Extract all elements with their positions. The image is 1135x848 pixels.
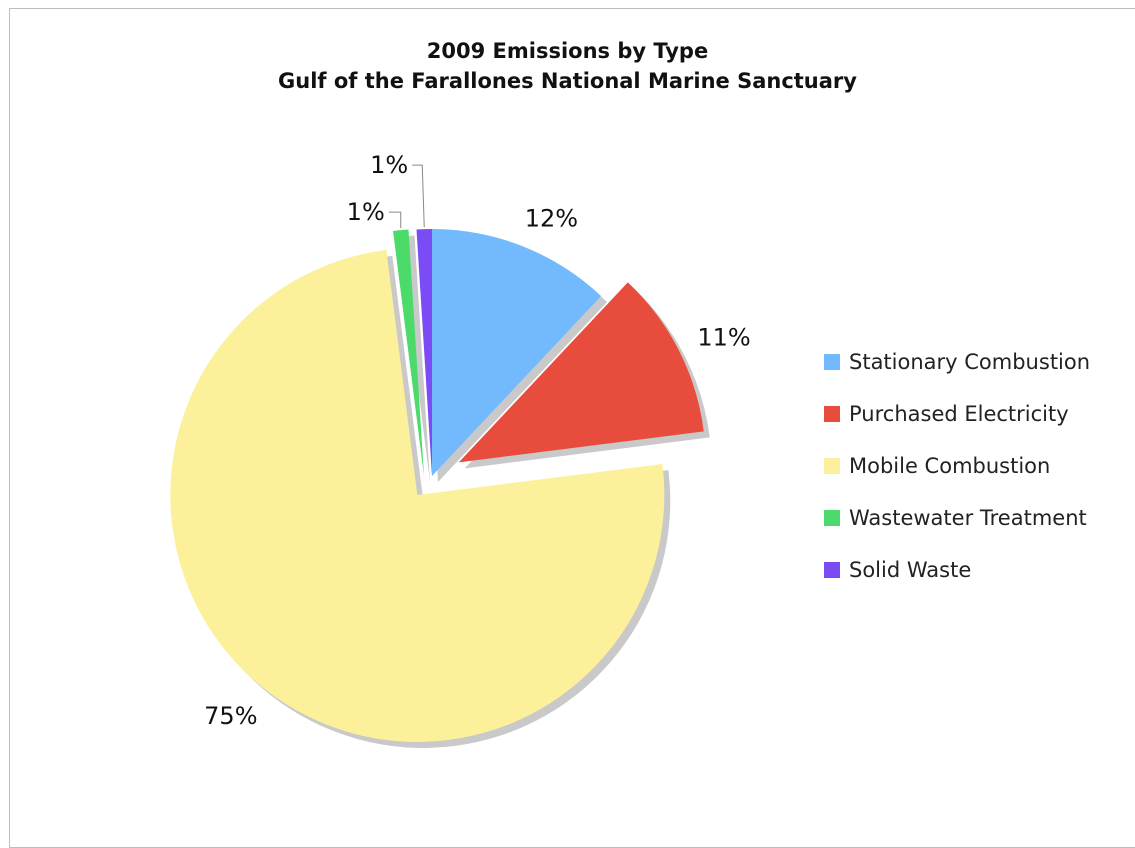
legend-swatch xyxy=(824,406,840,422)
legend-item-solid-waste[interactable]: Solid Waste xyxy=(824,544,1090,596)
legend-item-wastewater-treatment[interactable]: Wastewater Treatment xyxy=(824,492,1090,544)
data-label-wastewater-treatment: 1% xyxy=(347,198,385,226)
legend: Stationary Combustion Purchased Electric… xyxy=(824,336,1090,596)
legend-label: Purchased Electricity xyxy=(849,402,1069,426)
chart-title: 2009 Emissions by Type xyxy=(426,39,709,63)
pie-slice-stationary-combustion[interactable] xyxy=(432,229,602,476)
data-label-solid-waste: 1% xyxy=(370,151,408,179)
legend-swatch xyxy=(824,458,840,474)
legend-label: Wastewater Treatment xyxy=(849,506,1087,530)
legend-item-stationary-combustion[interactable]: Stationary Combustion xyxy=(824,336,1090,388)
chart-subtitle: Gulf of the Farallones National Marine S… xyxy=(278,69,857,93)
data-label-purchased-electricity: 11% xyxy=(697,324,750,352)
legend-item-purchased-electricity[interactable]: Purchased Electricity xyxy=(824,388,1090,440)
legend-swatch xyxy=(824,510,840,526)
pie-slice-wastewater-treatment[interactable] xyxy=(393,229,424,476)
legend-swatch xyxy=(824,562,840,578)
legend-swatch xyxy=(824,354,840,370)
legend-label: Stationary Combustion xyxy=(849,350,1091,374)
chart-title-block: 2009 Emissions by Type Gulf of the Faral… xyxy=(0,36,1135,96)
pie-slice-solid-waste[interactable] xyxy=(416,229,432,476)
pie-slice-purchased-electricity[interactable] xyxy=(458,282,704,463)
legend-label: Solid Waste xyxy=(849,558,972,582)
legend-item-mobile-combustion[interactable]: Mobile Combustion xyxy=(824,440,1090,492)
leader-line xyxy=(388,211,402,229)
legend-label: Mobile Combustion xyxy=(849,454,1051,478)
leader-line xyxy=(412,164,425,228)
data-label-mobile-combustion: 75% xyxy=(204,702,257,730)
pie-slice-mobile-combustion[interactable] xyxy=(170,249,665,742)
data-label-stationary-combustion: 12% xyxy=(525,205,578,233)
